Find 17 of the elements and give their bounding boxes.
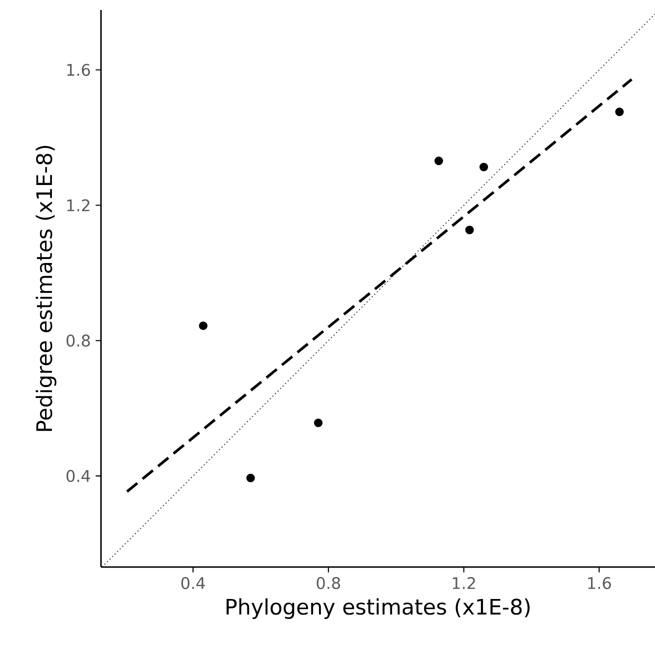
x-tick-label: 1.6 [588, 577, 611, 590]
x-tick-label: 0.4 [181, 577, 205, 590]
x-tick-label: 0.8 [316, 577, 340, 590]
y-tick-label: 1.6 [67, 64, 90, 76]
y-tick-label: 1.2 [67, 199, 90, 212]
point [246, 474, 255, 482]
point [314, 418, 323, 428]
point [615, 108, 624, 116]
point [465, 226, 474, 234]
point [479, 162, 488, 172]
y-tick-label: 0.8 [66, 334, 90, 347]
y-axis-title: Pedigree estimates (x1E-8) [36, 146, 56, 431]
y-tick-label: 0.4 [66, 470, 90, 482]
x-tick-label: 1.2 [452, 577, 475, 589]
x-axis-title: Phylogeny estimates (x1E-8) [226, 598, 530, 619]
point [434, 156, 444, 166]
point [198, 321, 208, 330]
